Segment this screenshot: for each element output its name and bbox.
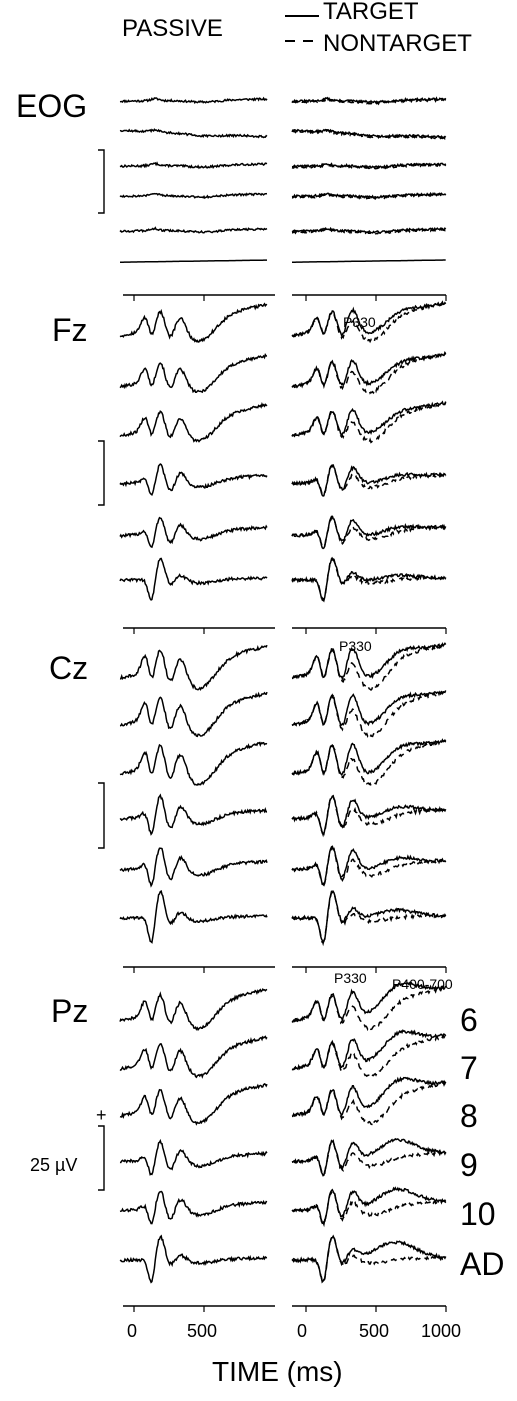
eog-trace-active-target-5 <box>292 259 446 263</box>
legend-nontarget-label: NONTARGET <box>323 30 472 57</box>
eog-trace-active-nontarget-4 <box>292 227 447 235</box>
cz-trace-passive-ad <box>119 889 268 944</box>
pz-trace-active-nontarget-7 <box>291 1033 447 1079</box>
cz-trace-active-target-9 <box>291 794 447 836</box>
annotation-pz-p330: P330 <box>334 970 367 986</box>
cz-trace-passive-10 <box>119 847 268 888</box>
cz-trace-active-nontarget-7 <box>291 690 447 739</box>
electrode-label-fz: Fz <box>52 312 88 348</box>
pz-trace-active-nontarget-8 <box>291 1080 447 1126</box>
annotation-pz-p400-700: P400-700 <box>392 976 453 992</box>
eog-trace-passive-3 <box>119 192 268 200</box>
pz-trace-passive-6 <box>119 987 268 1032</box>
fz-trace-active-nontarget-10 <box>291 514 447 549</box>
pz-trace-active-target-ad <box>291 1234 447 1284</box>
fz-trace-active-nontarget-ad <box>291 556 447 602</box>
cz-trace-passive-6 <box>119 644 268 691</box>
x-tick-passive-500: 500 <box>187 1321 218 1341</box>
cz-trace-active-target-10 <box>291 845 447 887</box>
fz-trace-active-nontarget-6 <box>291 301 447 344</box>
cz-trace-active-nontarget-9 <box>291 795 447 838</box>
cz-trace-active-nontarget-ad <box>291 890 447 944</box>
electrode-label-eog: EOG <box>16 88 88 124</box>
x-tick-active-500: 500 <box>359 1321 390 1341</box>
x-tick-active-1000: 1000 <box>421 1321 462 1341</box>
annotation-fz-p330: P330 <box>343 314 376 330</box>
age-label-10: 10 <box>460 1196 496 1232</box>
pz-trace-passive-9 <box>119 1138 268 1176</box>
fz-trace-active-target-9 <box>291 464 447 497</box>
eog-trace-active-target-1 <box>291 128 447 139</box>
pz-trace-active-nontarget-10 <box>291 1190 447 1226</box>
scale-bracket-fz <box>98 440 105 506</box>
cz-trace-passive-9 <box>119 793 268 836</box>
pz-trace-active-target-8 <box>292 1076 447 1118</box>
pz-trace-passive-10 <box>119 1190 268 1225</box>
legend-lines <box>285 15 319 42</box>
x-tick-passive-0: 0 <box>127 1321 138 1341</box>
pz-trace-active-nontarget-ad <box>291 1235 447 1285</box>
pz-trace-passive-ad <box>119 1234 268 1284</box>
fz-trace-passive-9 <box>119 463 268 496</box>
cz-trace-active-target-7 <box>291 690 447 727</box>
age-label-6: 6 <box>460 1002 478 1038</box>
fz-trace-active-nontarget-8 <box>291 401 447 444</box>
fz-trace-passive-7 <box>119 352 268 394</box>
age-label-ad: AD <box>460 1246 505 1282</box>
age-label-8: 8 <box>460 1098 478 1134</box>
cz-trace-active-target-ad <box>291 890 447 947</box>
scale-bracket-pz <box>98 1125 105 1191</box>
fz-trace-passive-6 <box>119 302 268 343</box>
passive-header: PASSIVE <box>122 15 223 42</box>
cz-trace-active-target-8 <box>291 738 447 777</box>
fz-trace-active-nontarget-9 <box>291 464 447 496</box>
pz-trace-passive-8 <box>119 1083 268 1126</box>
eog-trace-passive-2 <box>119 161 268 170</box>
x-axis-title: TIME (ms) <box>212 1356 343 1387</box>
scale-bracket-cz <box>98 782 105 849</box>
pz-trace-passive-7 <box>119 1035 268 1079</box>
eog-trace-active-nontarget-0 <box>291 97 447 106</box>
eog-trace-passive-0 <box>119 96 268 105</box>
eog-trace-active-target-0 <box>291 96 447 105</box>
eog-trace-active-nontarget-3 <box>291 192 447 200</box>
pz-trace-active-nontarget-9 <box>291 1139 447 1177</box>
electrode-label-cz: Cz <box>49 650 89 686</box>
eog-trace-passive-4 <box>119 226 268 234</box>
eog-trace-passive-5 <box>120 259 267 263</box>
x-tick-active-0: 0 <box>297 1321 308 1341</box>
electrode-label-pz: Pz <box>51 993 89 1029</box>
scale-bar-label: 25 µV <box>30 1155 78 1175</box>
cz-trace-active-nontarget-10 <box>291 846 447 885</box>
eog-trace-active-target-2 <box>291 162 447 170</box>
scale-bracket-eog <box>98 149 105 214</box>
cz-trace-passive-8 <box>119 741 268 786</box>
pz-trace-active-target-6 <box>291 981 447 1024</box>
annotation-cz-p330: P330 <box>339 638 372 654</box>
eog-trace-active-nontarget-1 <box>291 129 447 140</box>
fz-trace-passive-ad <box>119 557 268 601</box>
fz-trace-active-target-7 <box>291 350 447 389</box>
cz-trace-active-target-6 <box>292 641 447 681</box>
cz-trace-active-nontarget-6 <box>291 643 447 692</box>
cz-trace-passive-7 <box>119 691 268 738</box>
fz-trace-passive-10 <box>119 516 268 549</box>
eog-trace-active-nontarget-2 <box>291 162 447 170</box>
pz-trace-active-nontarget-6 <box>291 986 447 1032</box>
fz-trace-passive-8 <box>119 402 268 443</box>
age-label-7: 7 <box>460 1050 478 1086</box>
fz-trace-active-target-ad <box>291 557 447 603</box>
eog-trace-passive-1 <box>119 128 268 139</box>
eog-trace-active-target-4 <box>291 226 447 234</box>
legend-target-label: TARGET <box>323 0 419 25</box>
age-label-9: 9 <box>460 1147 478 1183</box>
cz-trace-active-nontarget-8 <box>291 739 447 787</box>
scale-polarity-plus: + <box>96 1105 107 1125</box>
pz-trace-active-target-9 <box>291 1137 447 1177</box>
pz-trace-active-target-7 <box>291 1029 447 1071</box>
